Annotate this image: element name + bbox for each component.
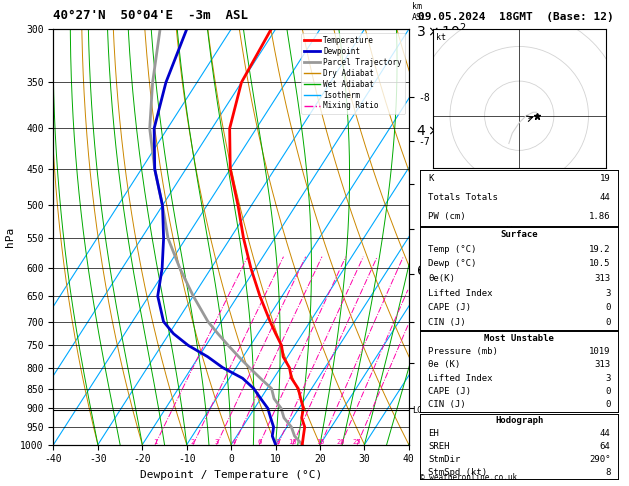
Text: CAPE (J): CAPE (J) [428,303,471,312]
Text: CAPE (J): CAPE (J) [428,387,471,396]
Text: LCL: LCL [413,406,427,415]
Text: Lifted Index: Lifted Index [428,289,493,297]
Text: 8: 8 [276,439,280,445]
Text: 8: 8 [605,468,610,477]
Text: θe(K): θe(K) [428,274,455,283]
Text: kt: kt [436,34,446,42]
Text: 0: 0 [605,303,610,312]
Text: CIN (J): CIN (J) [428,318,465,327]
Text: 44: 44 [599,429,610,438]
Text: θe (K): θe (K) [428,360,460,369]
Text: Lifted Index: Lifted Index [428,374,493,383]
Text: 3: 3 [605,289,610,297]
Text: EH: EH [428,429,439,438]
Text: 10: 10 [289,439,297,445]
Text: 1.86: 1.86 [589,212,610,221]
Text: 20: 20 [337,439,345,445]
Text: 290°: 290° [589,455,610,464]
Text: 15: 15 [316,439,325,445]
Text: Dewp (°C): Dewp (°C) [428,260,477,268]
Text: 25: 25 [353,439,362,445]
Text: 10.5: 10.5 [589,260,610,268]
Text: SREH: SREH [428,442,450,451]
Text: 313: 313 [594,360,610,369]
Text: 0: 0 [605,400,610,410]
Y-axis label: Mixing Ratio (g/kg): Mixing Ratio (g/kg) [506,186,515,288]
Text: CIN (J): CIN (J) [428,400,465,410]
Text: km
ASL: km ASL [412,2,427,22]
Text: © weatheronline.co.uk: © weatheronline.co.uk [420,473,517,482]
Text: Surface: Surface [501,230,538,239]
Text: 64: 64 [599,442,610,451]
Text: 0: 0 [605,387,610,396]
Text: Temp (°C): Temp (°C) [428,245,477,254]
Text: Most Unstable: Most Unstable [484,333,554,343]
Text: 1: 1 [153,439,157,445]
Text: 19.2: 19.2 [589,245,610,254]
Text: StmSpd (kt): StmSpd (kt) [428,468,487,477]
Text: K: K [428,174,433,183]
Text: 09.05.2024  18GMT  (Base: 12): 09.05.2024 18GMT (Base: 12) [418,12,614,22]
Text: 6: 6 [257,439,261,445]
Text: 44: 44 [599,193,610,202]
Text: PW (cm): PW (cm) [428,212,465,221]
Text: 313: 313 [594,274,610,283]
Text: 2: 2 [191,439,195,445]
X-axis label: Dewpoint / Temperature (°C): Dewpoint / Temperature (°C) [140,470,322,480]
Text: 3: 3 [214,439,219,445]
Text: 3: 3 [605,374,610,383]
Text: Totals Totals: Totals Totals [428,193,498,202]
Text: Pressure (mb): Pressure (mb) [428,347,498,356]
Text: 40°27'N  50°04'E  -3m  ASL: 40°27'N 50°04'E -3m ASL [53,9,248,22]
Text: StmDir: StmDir [428,455,460,464]
Text: 1019: 1019 [589,347,610,356]
Legend: Temperature, Dewpoint, Parcel Trajectory, Dry Adiabat, Wet Adiabat, Isotherm, Mi: Temperature, Dewpoint, Parcel Trajectory… [301,33,405,114]
Text: 4: 4 [231,439,236,445]
Text: 19: 19 [599,174,610,183]
Text: Hodograph: Hodograph [495,416,543,425]
Text: 0: 0 [605,318,610,327]
Y-axis label: hPa: hPa [4,227,14,247]
